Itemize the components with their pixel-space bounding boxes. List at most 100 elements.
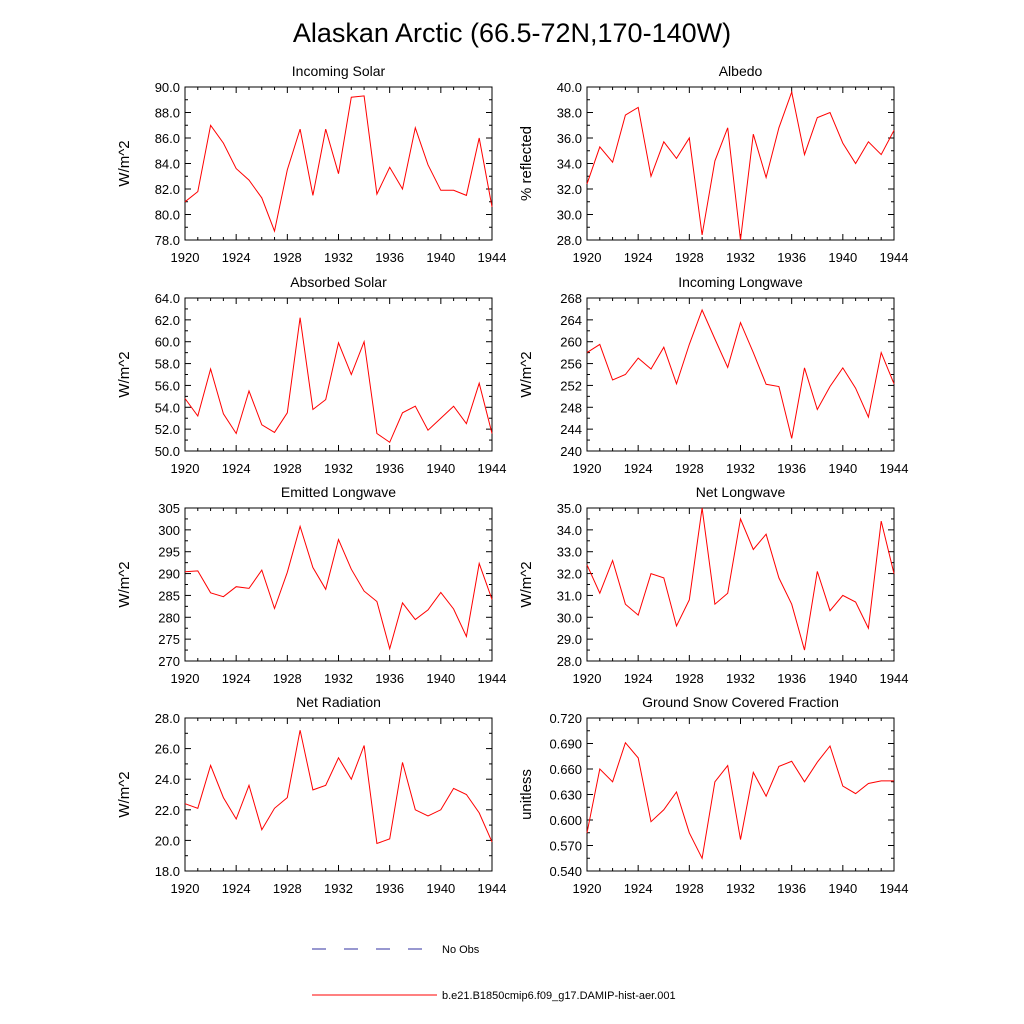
y-tick-label: 32.0 [557,567,582,582]
x-tick-label: 1940 [426,671,455,686]
x-tick-label: 1928 [273,461,302,476]
x-tick-label: 1924 [624,881,653,896]
x-tick-label: 1940 [426,461,455,476]
y-tick-label: 62.0 [155,313,180,328]
y-tick-label: 40.0 [557,80,582,95]
x-tick-label: 1932 [726,250,755,265]
y-tick-label: 28.0 [557,654,582,669]
chart-panel-5: Net Longwave W/m^2 1920 1924 1928 1932 1936 194… [518,484,908,686]
x-tick-label: 1936 [777,250,806,265]
y-tick-label: 29.0 [557,632,582,647]
x-tick-label: 1932 [324,671,353,686]
y-tick-label: 32.0 [557,182,582,197]
series-line-0 [184,524,493,651]
panels-grid: Incoming Solar W/m^2 1920 1924 1928 1932 1936 1… [116,63,908,896]
y-tick-label: 33.0 [557,545,582,560]
y-tick-label: 34.0 [557,157,582,172]
y-tick-label: 80.0 [155,208,180,223]
chart-title: Net Longwave [696,484,786,500]
figure-title: Alaskan Arctic (66.5-72N,170-140W) [293,18,731,48]
chart-panel-2: Absorbed Solar W/m^2 1920 1924 1928 1932 1936 1… [116,274,506,476]
x-tick-label: 1944 [880,250,909,265]
x-tick-label: 1924 [624,250,653,265]
y-tick-label: 248 [560,400,582,415]
y-tick-label: 84.0 [155,157,180,172]
y-tick-label: 18.0 [155,864,180,879]
y-tick-label: 54.0 [155,400,180,415]
series-line-0 [586,741,894,860]
x-tick-label: 1932 [726,461,755,476]
x-tick-label: 1944 [478,671,507,686]
y-tick-label: 38.0 [557,106,582,121]
x-tick-label: 1928 [675,671,704,686]
x-tick-label: 1928 [273,671,302,686]
chart-title: Incoming Longwave [678,274,803,290]
chart-panel-0: Incoming Solar W/m^2 1920 1924 1928 1932 1936 1… [116,63,506,265]
x-tick-label: 1928 [273,250,302,265]
y-tick-label: 34.0 [557,523,582,538]
legend-obs-label: No Obs [442,944,480,956]
y-tick-label: 28.0 [557,233,582,248]
x-tick-label: 1936 [375,250,404,265]
x-tick-label: 1924 [222,881,251,896]
x-tick-label: 1936 [375,671,404,686]
x-tick-label: 1944 [880,461,909,476]
x-tick-label: 1932 [324,250,353,265]
x-tick-label: 1944 [478,250,507,265]
x-tick-label: 1920 [573,461,602,476]
y-axis-label: W/m^2 [116,351,133,397]
y-axis-label: W/m^2 [518,561,535,607]
legend-model-label: b.e21.B1850cmip6.f09_g17.DAMIP-hist-aer.… [442,990,676,1002]
y-tick-label: 20.0 [155,833,180,848]
chart-title: Net Radiation [296,694,381,710]
chart-panel-7: Ground Snow Covered Fraction unitless 1920… [518,694,908,896]
x-tick-label: 1928 [675,250,704,265]
x-tick-label: 1932 [324,461,353,476]
x-tick-label: 1932 [324,881,353,896]
x-tick-label: 1920 [171,881,200,896]
series-line-0 [586,507,895,651]
y-tick-label: 58.0 [155,357,180,372]
x-tick-label: 1940 [828,461,857,476]
x-tick-label: 1936 [777,881,806,896]
chart-title: Ground Snow Covered Fraction [642,694,839,710]
x-tick-label: 1920 [573,671,602,686]
y-tick-label: 82.0 [155,182,180,197]
series-line-0 [586,308,895,439]
y-tick-label: 0.600 [549,813,582,828]
x-tick-label: 1936 [777,461,806,476]
y-tick-label: 35.0 [557,501,582,516]
x-tick-label: 1944 [478,881,507,896]
x-tick-label: 1924 [624,671,653,686]
y-tick-label: 0.660 [549,762,582,777]
x-tick-label: 1940 [426,881,455,896]
y-tick-label: 256 [560,357,582,372]
series-line-0 [184,730,493,845]
chart-title: Absorbed Solar [290,274,387,290]
y-tick-label: 268 [560,291,582,306]
y-tick-label: 0.540 [549,864,582,879]
x-tick-label: 1920 [573,881,602,896]
x-tick-label: 1924 [624,461,653,476]
x-tick-label: 1920 [171,671,200,686]
y-tick-label: 36.0 [557,131,582,146]
y-axis-label: W/m^2 [518,351,535,397]
y-tick-label: 24.0 [155,772,180,787]
y-tick-label: 26.0 [155,742,180,757]
y-tick-label: 240 [560,444,582,459]
y-tick-label: 52.0 [155,422,180,437]
y-tick-label: 88.0 [155,106,180,121]
x-tick-label: 1928 [675,461,704,476]
chart-panel-4: Emitted Longwave W/m^2 1920 1924 1928 1932 193… [116,484,506,686]
x-tick-label: 1936 [375,461,404,476]
y-tick-label: 0.720 [549,711,582,726]
y-tick-label: 64.0 [155,291,180,306]
x-tick-label: 1940 [828,671,857,686]
y-tick-label: 78.0 [155,233,180,248]
series-line-0 [586,90,895,241]
y-tick-label: 295 [158,545,180,560]
y-tick-label: 280 [158,610,180,625]
y-tick-label: 60.0 [155,335,180,350]
y-axis-label: % reflected [518,126,535,201]
